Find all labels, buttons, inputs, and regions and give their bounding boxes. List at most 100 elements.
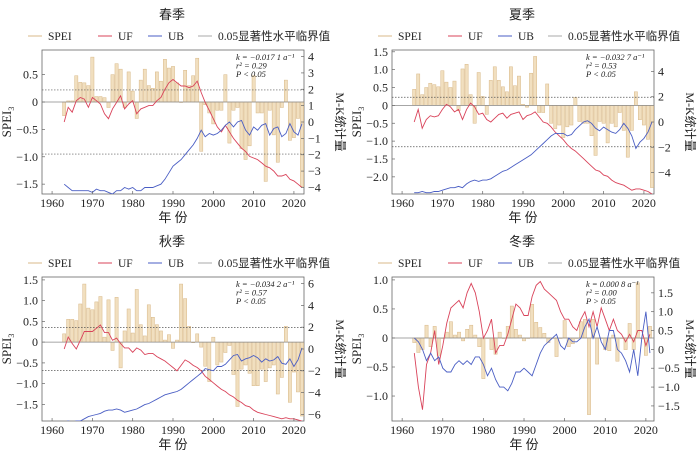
spei-bar-1990 (171, 341, 175, 349)
y-right-axis-label: M-K统计量 (683, 92, 697, 151)
y-left-tick-label: −2.0 (366, 170, 388, 184)
legend: SPEI UF UB 0.05显著性水平临界值 (378, 256, 681, 270)
spei-bar-1976 (465, 329, 470, 339)
y-right-axis-label: M-K统计量 (683, 319, 697, 378)
spei-bar-1974 (457, 331, 461, 339)
spei-bar-1973 (102, 97, 107, 103)
y-right-tick-label: −1.0 (658, 380, 680, 394)
spei-bar-1975 (461, 337, 465, 342)
spei-bar-2018 (635, 282, 640, 339)
trend-annotation-line: P < 0.05 (235, 69, 266, 79)
spei-bar-1992 (179, 283, 183, 343)
legend-label-uf: UF (118, 258, 133, 270)
trend-annotation-line: r² = 0.57 (236, 288, 267, 298)
spei-bar-1983 (492, 66, 497, 106)
spei-bar-1997 (199, 101, 204, 152)
y-left-tick-label: −1.0 (366, 389, 388, 403)
spei-bar-2006 (587, 337, 591, 415)
spei-bar-1984 (146, 304, 151, 343)
spei-bar-2003 (223, 74, 228, 103)
spei-bar-1967 (78, 82, 83, 103)
x-tick-label: 2020 (282, 196, 306, 210)
spei-bar-1984 (146, 85, 151, 103)
x-tick-label: 2000 (201, 423, 225, 437)
x-axis-label: 年 份 (508, 210, 537, 225)
spei-bar-2014 (617, 105, 622, 113)
x-tick-label: 1990 (161, 196, 185, 210)
y-left-axis-label: SPEI3 (350, 107, 366, 138)
y-right-tick-label: 0 (308, 115, 314, 129)
y-right-tick-label: 2 (658, 90, 664, 104)
spei-bar-2019 (638, 105, 642, 120)
spei-bar-1984 (496, 80, 501, 106)
y-right-tick-label: 1.0 (658, 305, 673, 319)
spei-bar-1966 (74, 320, 79, 343)
spei-bar-1986 (155, 71, 159, 103)
y-left-tick-label: 0.5 (23, 314, 38, 328)
x-tick-label: 2000 (201, 196, 225, 210)
plot-area (42, 283, 304, 421)
spei-bar-2022 (300, 341, 304, 417)
y-right-tick-label: −0.5 (658, 361, 680, 375)
spei-bar-1978 (122, 330, 127, 343)
y-right-tick-label: 4 (658, 64, 664, 78)
spei-bar-1988 (163, 59, 167, 103)
spei-bar-2005 (231, 101, 236, 111)
ub-line (66, 347, 303, 421)
spei-bar-1985 (150, 88, 155, 103)
y-left-axis-label-main: SPEI (0, 338, 14, 365)
spei-bar-2001 (215, 341, 220, 366)
spei-bar-1975 (460, 68, 465, 106)
trend-annotation-line: P > 0.05 (585, 296, 616, 306)
y-left-tick-label: 1.0 (373, 63, 388, 77)
plot-area (392, 280, 654, 415)
y-left-axis-label-sub: 3 (7, 107, 16, 111)
spei-bar-1969 (86, 85, 91, 103)
x-tick-label: 1990 (511, 196, 535, 210)
spei-bar-1974 (106, 101, 111, 108)
y-right-tick-label: 0 (658, 115, 664, 129)
spei-bar-2008 (243, 341, 248, 366)
spei-bar-2019 (288, 101, 292, 141)
y-left-axis-label: SPEI3 (0, 334, 16, 365)
plot-frame (391, 276, 655, 422)
y-left-tick-label: 0.5 (373, 302, 388, 316)
trend-annotation-line: P < 0.05 (585, 69, 616, 79)
y-left-axis-label-main: SPEI (350, 338, 364, 365)
spei-bar-1964 (416, 337, 421, 353)
y-left-tick-label: −1.0 (366, 134, 388, 148)
spei-bar-2005 (231, 341, 236, 375)
spei-bar-2018 (283, 326, 288, 343)
trend-annotation-line: k = 0.000 8 a⁻¹ (586, 279, 639, 289)
spei-bar-1972 (449, 321, 453, 339)
ub-line (63, 119, 303, 194)
x-tick-label: 2020 (634, 423, 658, 437)
ub-line (413, 311, 651, 392)
y-right-tick-label: 1.5 (658, 286, 673, 300)
y-right-tick-label: 0 (658, 342, 664, 356)
spei-bar-1990 (171, 66, 175, 103)
spei-bar-2016 (275, 101, 280, 163)
spei-bar-1983 (142, 68, 147, 103)
y-right-tick-label: 3 (308, 66, 314, 80)
uf-line (413, 102, 653, 194)
spei-bar-2008 (595, 337, 600, 365)
panel-autumn: 秋季 SPEI UF UB 0.05显著性水平临界值 1960 1970 1980 1990 20… (0, 227, 350, 454)
panel-summer: 夏季 SPEI UF UB 0.05显著性水平临界值 1960 1970 1980 1990 20… (350, 0, 700, 227)
y-left-axis-label-main: SPEI (350, 111, 364, 138)
spei-bar-2018 (633, 91, 638, 106)
spei-bar-1982 (489, 337, 494, 350)
spei-bar-1984 (497, 331, 502, 339)
x-tick-label: 2010 (593, 423, 617, 437)
y-left-tick-label: 0.5 (23, 68, 38, 82)
legend-label-crit: 0.05显著性水平临界值 (218, 29, 331, 43)
plot-area (42, 56, 304, 194)
spei-bar-2001 (215, 101, 220, 111)
spei-bar-1970 (90, 309, 95, 343)
y-right-tick-label: −3 (308, 164, 321, 178)
spei-bar-1977 (469, 324, 474, 339)
spei-bar-1975 (110, 341, 115, 351)
y-right-tick-label: −1 (308, 131, 321, 145)
y-left-tick-label: 0 (32, 335, 38, 349)
